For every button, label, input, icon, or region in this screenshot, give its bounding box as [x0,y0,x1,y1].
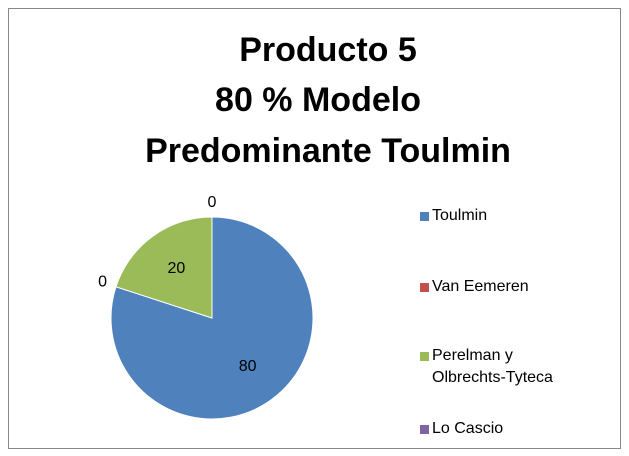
pie-slice [115,216,213,319]
chart-title: Predominante Toulmin [145,132,511,170]
data-label: 0 [208,194,217,211]
chart-border [8,8,621,449]
chart-title: Producto 5 [239,31,417,69]
chart-title: 80 % Modelo [215,81,421,119]
legend-label: Toulmin [432,207,488,224]
legend-swatch [420,352,429,361]
data-label: 20 [167,260,185,277]
legend-label: Lo Cascio [432,420,504,437]
legend-swatch [420,283,429,292]
legend-swatch [420,212,429,221]
legend-swatch [420,425,429,434]
data-label: 80 [239,358,257,375]
legend-label: Perelman y Olbrechts-Tyteca [432,347,553,386]
data-label: 0 [98,274,107,291]
legend-label: Van Eemeren [432,278,529,295]
